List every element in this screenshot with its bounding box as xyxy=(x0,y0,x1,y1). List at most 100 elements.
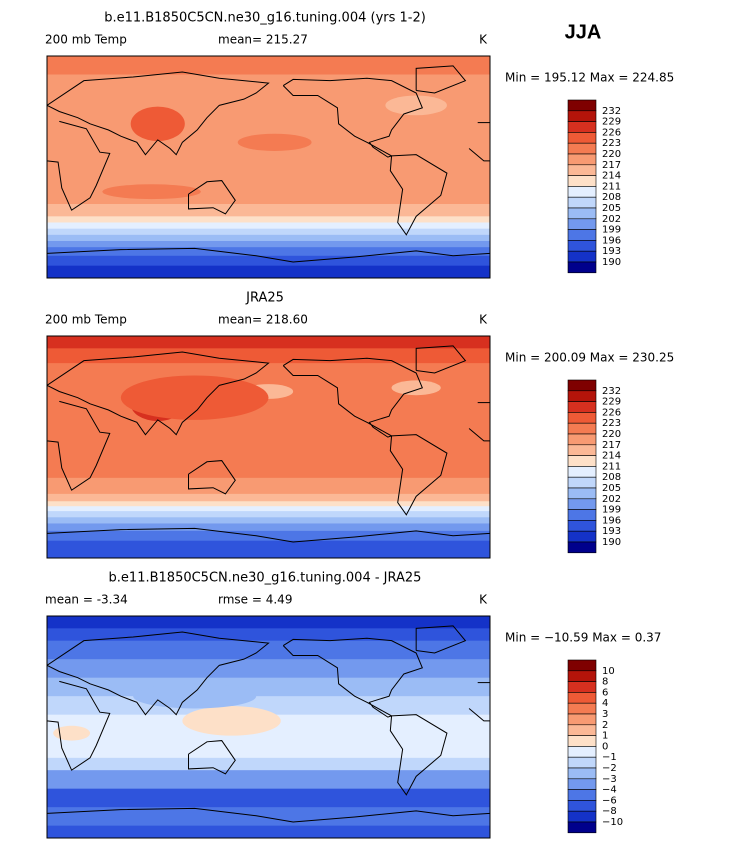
colorbar-label: 202 xyxy=(602,214,621,225)
colorbar-label: 229 xyxy=(602,397,621,408)
colorbar-box xyxy=(567,466,597,478)
contour-band xyxy=(47,348,490,364)
coastline xyxy=(389,714,448,796)
contour-band xyxy=(47,640,490,660)
colorbar-box xyxy=(567,756,597,769)
coastline xyxy=(468,708,490,722)
coastline xyxy=(415,345,467,374)
coastline xyxy=(47,527,490,543)
coastline xyxy=(389,154,448,236)
colorbar-box xyxy=(567,541,597,554)
contour-band xyxy=(47,523,490,532)
colorbar-label: −8 xyxy=(602,806,617,817)
colorbar-label: 211 xyxy=(602,181,621,192)
contour-region xyxy=(120,375,269,420)
map-frame xyxy=(46,615,491,839)
colorbar-box xyxy=(567,196,597,209)
stat-label: mean= 215.27 xyxy=(218,33,308,47)
colorbar-label: 232 xyxy=(602,386,621,397)
contour-region xyxy=(391,380,441,396)
colorbar-label: 217 xyxy=(602,160,621,171)
panel-title: JRA25 xyxy=(245,291,284,306)
colorbar-box xyxy=(567,250,597,263)
colorbar-label: 220 xyxy=(602,429,621,440)
colorbar-label: −10 xyxy=(602,817,623,828)
variable-label: 200 mb Temp xyxy=(45,33,127,47)
colorbar-box xyxy=(567,670,597,682)
colorbar-box xyxy=(567,724,597,736)
contour-region xyxy=(133,683,257,709)
colorbar-label: 199 xyxy=(602,505,621,516)
colorbar-box xyxy=(567,422,597,435)
colorbar-label: 199 xyxy=(602,225,621,236)
contour-band xyxy=(47,391,490,479)
map-frame xyxy=(46,55,491,279)
contour-band xyxy=(47,616,490,629)
contour-region xyxy=(130,106,185,142)
contour-band xyxy=(47,228,490,236)
colorbar-box xyxy=(567,702,597,715)
contour-band xyxy=(47,825,490,838)
contour-band xyxy=(47,222,490,230)
map-fill xyxy=(47,616,490,838)
colorbar-label: 4 xyxy=(602,698,608,709)
colorbar-label: 193 xyxy=(602,246,621,257)
colorbar-label: 8 xyxy=(602,677,608,688)
contour-band xyxy=(47,255,490,267)
contour-band xyxy=(47,336,490,349)
colorbar-label: 205 xyxy=(602,483,621,494)
colorbar-box xyxy=(567,444,597,456)
contour-band xyxy=(47,216,490,223)
panel-title: b.e11.B1850C5CN.ne30_g16.tuning.004 (yrs… xyxy=(104,11,426,26)
coastline xyxy=(47,400,111,491)
contour-region xyxy=(53,725,91,741)
coastline xyxy=(47,680,111,771)
coastline xyxy=(468,148,490,162)
colorbar-label: 223 xyxy=(602,418,621,429)
colorbar-label: −3 xyxy=(602,774,617,785)
colorbar-box xyxy=(567,810,597,823)
map xyxy=(46,55,491,279)
colorbar-box xyxy=(567,412,597,424)
coastline xyxy=(282,637,423,718)
coastline xyxy=(47,807,490,823)
coastline xyxy=(468,428,490,442)
contour-band xyxy=(47,265,490,278)
colorbar-box xyxy=(567,476,597,489)
stat-label: rmse = 4.49 xyxy=(218,593,292,607)
coastline xyxy=(47,71,270,156)
coastline xyxy=(282,77,423,158)
contour-band xyxy=(47,506,490,512)
colorbar-box xyxy=(567,99,597,112)
colorbar-label: 232 xyxy=(602,106,621,117)
units-label: K xyxy=(479,33,488,47)
colorbar-box xyxy=(567,142,597,155)
colorbar-label: 214 xyxy=(602,171,621,182)
colorbar-box xyxy=(567,433,597,446)
contour-band xyxy=(47,517,490,524)
colorbar-label: 208 xyxy=(602,192,621,203)
colorbar-box xyxy=(567,110,597,122)
coastline xyxy=(47,247,490,263)
map xyxy=(46,335,491,559)
colorbar-label: −1 xyxy=(602,752,617,763)
coastline xyxy=(282,357,423,438)
colorbar-label: 190 xyxy=(602,537,621,548)
colorbar-box xyxy=(567,767,597,780)
colorbar-box xyxy=(567,681,597,693)
contour-band xyxy=(47,234,490,242)
map xyxy=(46,615,491,839)
colorbar-box xyxy=(567,455,597,467)
colorbar-box xyxy=(567,390,597,402)
colorbar-box xyxy=(567,800,597,812)
colorbar-label: 2 xyxy=(602,720,608,731)
contour-band xyxy=(47,540,490,558)
map-frame xyxy=(46,335,491,559)
contour-band xyxy=(47,770,490,790)
colorbar-box xyxy=(567,713,597,726)
coastline xyxy=(415,65,467,94)
colorbar-box xyxy=(567,121,597,133)
contour-band xyxy=(47,511,490,518)
units-label: K xyxy=(479,593,488,607)
